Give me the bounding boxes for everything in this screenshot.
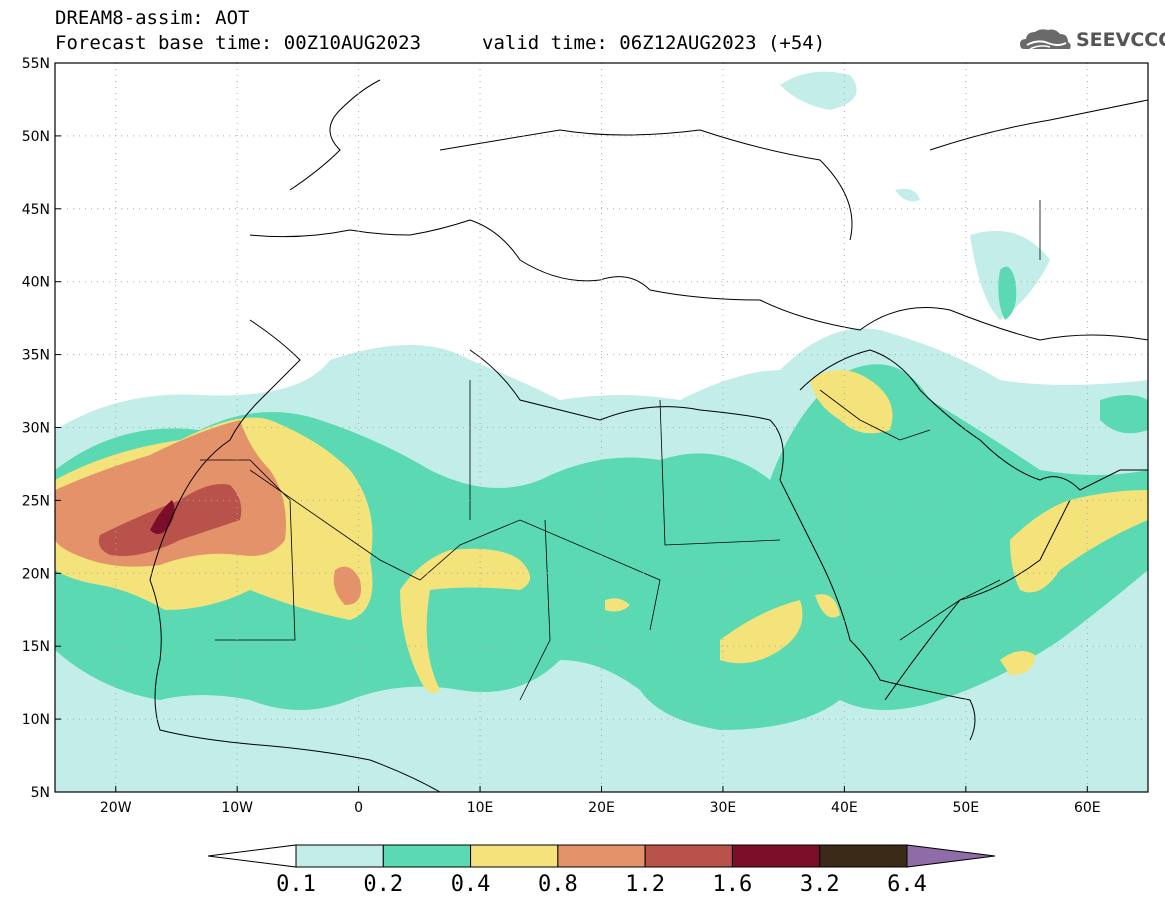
colorbar-swatch <box>731 844 821 868</box>
colorbar-label: 1.6 <box>713 872 753 897</box>
colorbar-swatch <box>295 844 384 868</box>
lat-tick-label: 10N <box>22 712 50 728</box>
colorbar-label: 3.2 <box>800 872 840 897</box>
colorbar-label: 0.1 <box>276 872 316 897</box>
colorbar-label: 0.4 <box>451 872 491 897</box>
colorbar-label: 0.8 <box>538 872 578 897</box>
cloud-logo-icon <box>1020 29 1071 50</box>
valid-time: valid time: 06Z12AUG2023 (+54) <box>482 32 826 54</box>
lat-tick-label: 5N <box>31 785 50 801</box>
colorbar-swatch <box>382 844 472 868</box>
colorbar-swatch <box>470 844 559 868</box>
lat-tick-label: 40N <box>22 275 50 291</box>
lat-tick-label: 35N <box>22 348 50 364</box>
lat-tick-label: 25N <box>22 493 50 509</box>
forecast-base-time: Forecast base time: 00Z10AUG2023 <box>55 32 422 54</box>
colorbar: 0.1 0.2 0.4 0.8 1.2 1.6 3.2 6.4 <box>207 844 996 897</box>
lon-tick-label: 50E <box>952 800 979 816</box>
logo-text: SEEVCCC <box>1076 29 1165 51</box>
lon-tick-label: 0 <box>354 800 363 816</box>
lat-tick-label: 20N <box>22 566 50 582</box>
coastlines <box>149 79 1148 792</box>
lon-tick-label: 60E <box>1074 800 1101 816</box>
colorbar-label: 6.4 <box>887 872 927 897</box>
colorbar-label: 1.2 <box>625 872 665 897</box>
colorbar-label: 0.2 <box>363 872 403 897</box>
colorbar-swatch <box>819 844 908 868</box>
colorbar-swatch <box>644 844 733 868</box>
lon-tick-label: 40E <box>831 800 858 816</box>
map-title: DREAM8-assim: AOT <box>55 7 250 29</box>
colorbar-min-arrow <box>207 844 297 868</box>
lat-tick-label: 15N <box>22 639 50 655</box>
aot-field <box>55 71 1148 792</box>
axis-ticks: 55N 50N 45N 40N 35N 30N 25N 20N 15N 10N 5N 20W 10W 0 1… <box>22 56 1101 816</box>
lon-tick-label: 20E <box>588 800 615 816</box>
lat-tick-label: 55N <box>22 56 50 72</box>
lat-tick-label: 45N <box>22 202 50 218</box>
colorbar-max-arrow <box>906 844 996 868</box>
lat-tick-label: 30N <box>22 421 50 437</box>
lon-tick-label: 30E <box>710 800 737 816</box>
lon-tick-label: 10E <box>467 800 494 816</box>
colorbar-swatch <box>557 844 646 868</box>
lon-tick-label: 20W <box>100 800 132 816</box>
lon-tick-label: 10W <box>221 800 253 816</box>
lat-tick-label: 50N <box>22 129 50 145</box>
seevccc-logo: SEEVCCC <box>1018 25 1165 55</box>
